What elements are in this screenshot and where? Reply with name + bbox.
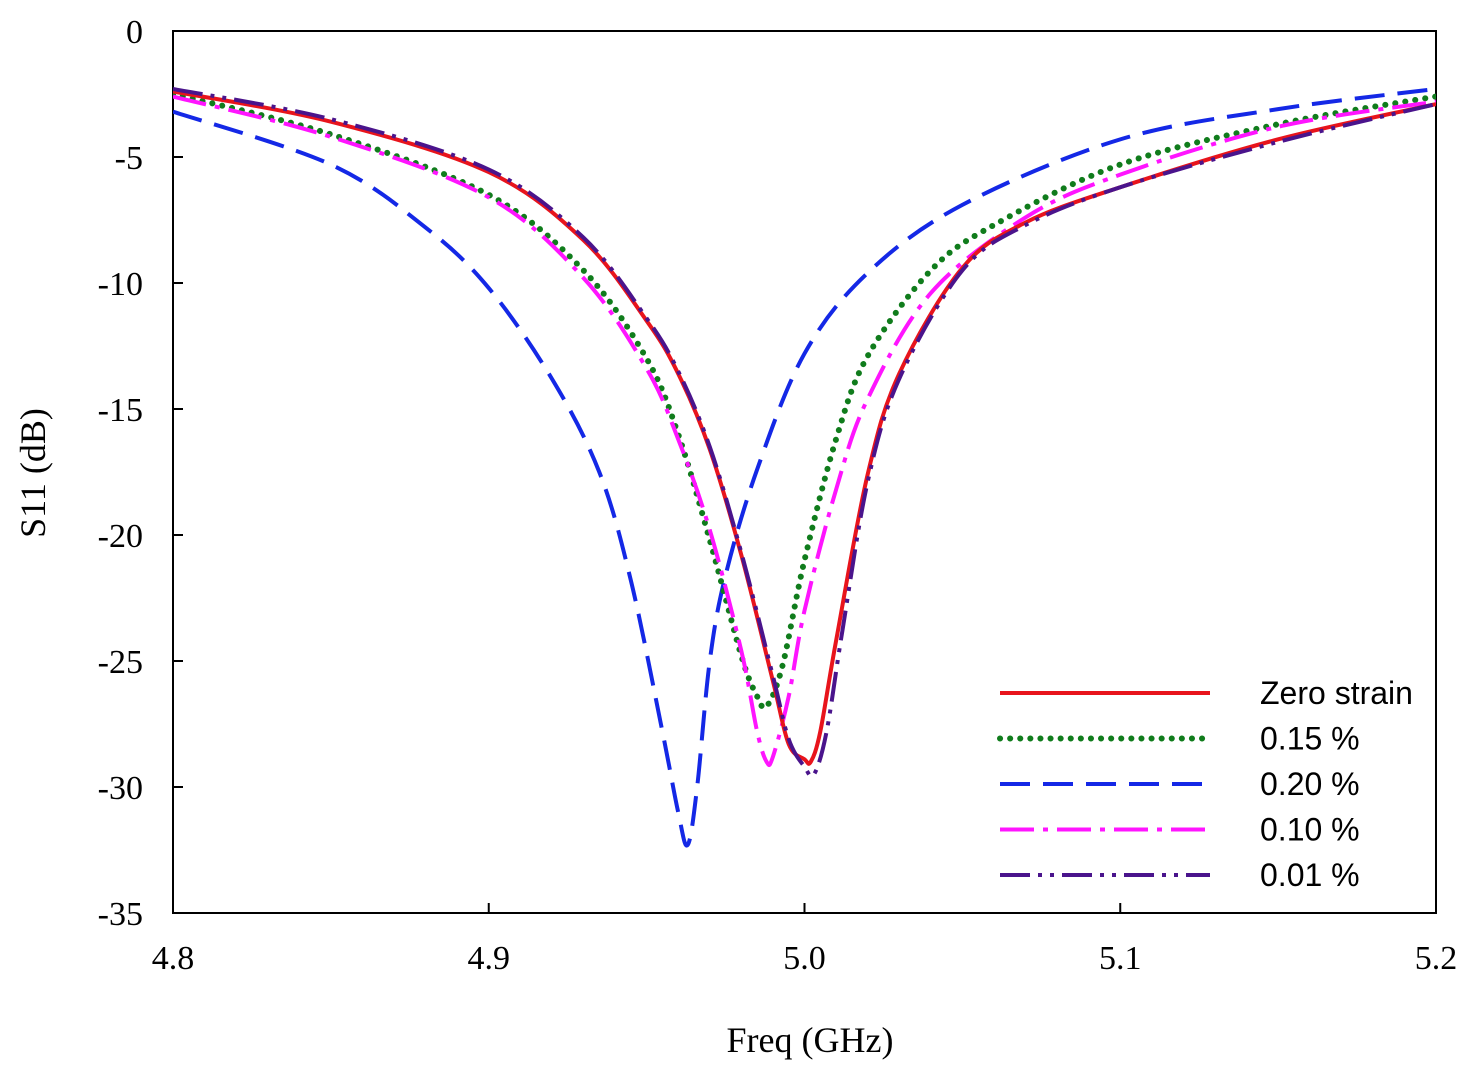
y-axis-title: S11 (dB): [13, 408, 53, 538]
legend-label: 0.20 %: [1260, 766, 1360, 802]
x-axis-title: Freq (GHz): [727, 1020, 894, 1060]
y-tick-label: -5: [115, 140, 143, 177]
x-tick-label: 5.0: [783, 940, 826, 977]
y-tick-label: -10: [98, 266, 143, 303]
plot-frame: [172, 30, 1437, 914]
y-tick-label: -35: [98, 896, 143, 933]
series-line-3: [173, 94, 1436, 767]
series-line-1: [173, 91, 1436, 712]
legend: Zero strain 0.15 % 0.20 % 0.10 % 0.01 %: [997, 675, 1413, 893]
x-tick-label: 5.1: [1099, 940, 1142, 977]
y-tick-label: -15: [98, 392, 143, 429]
y-tick-label: -30: [98, 770, 143, 807]
legend-label: Zero strain: [1260, 675, 1413, 711]
series-group: [173, 86, 1436, 848]
legend-label: 0.01 %: [1260, 857, 1360, 893]
series-line-4: [173, 86, 1436, 779]
x-tick-label: 5.2: [1415, 940, 1458, 977]
y-tick-label: -25: [98, 644, 143, 681]
y-tick-label: 0: [126, 14, 143, 51]
series-line-0: [173, 89, 1436, 766]
series-line-2: [173, 86, 1436, 848]
legend-label: 0.10 %: [1260, 812, 1360, 848]
y-axis: 0 -5 -10 -15 -20 -25 -30 -35: [98, 14, 183, 933]
y-tick-label: -20: [98, 518, 143, 555]
x-axis: 4.8 4.9 5.0 5.1 5.2: [152, 903, 1458, 977]
x-tick-label: 4.9: [468, 940, 511, 977]
legend-label: 0.15 %: [1260, 721, 1360, 757]
x-tick-label: 4.8: [152, 940, 195, 977]
